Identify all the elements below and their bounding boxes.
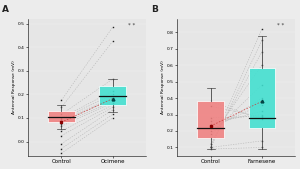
Bar xyxy=(48,111,75,122)
Text: A: A xyxy=(2,5,9,14)
Bar xyxy=(197,101,224,138)
Text: * *: * * xyxy=(128,23,135,28)
Bar xyxy=(249,68,275,128)
Bar xyxy=(99,86,126,105)
Text: B: B xyxy=(152,5,158,14)
Y-axis label: Antennal Response (mV): Antennal Response (mV) xyxy=(161,61,165,114)
Text: * *: * * xyxy=(278,23,285,28)
Y-axis label: Antennal Response (mV): Antennal Response (mV) xyxy=(12,61,16,114)
